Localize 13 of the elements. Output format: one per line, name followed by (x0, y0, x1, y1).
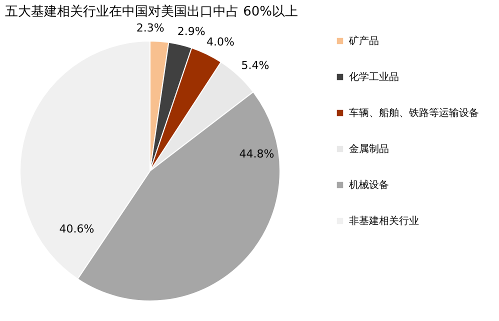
data-label: 40.6% (59, 222, 94, 236)
legend-label: 矿产品 (348, 35, 379, 47)
data-label: 5.4% (241, 59, 270, 72)
data-label: 44.8% (239, 148, 274, 161)
legend-label: 车辆、船舶、铁路等运输设备 (349, 107, 479, 119)
legend-label: 化学工业品 (349, 71, 399, 83)
data-label: 2.3% (136, 21, 164, 34)
data-label: 2.9% (177, 24, 206, 38)
legend-label: 金属制品 (349, 143, 389, 155)
legend-label: 非基建相关行业 (349, 215, 419, 227)
legend-label: 机械设备 (349, 179, 389, 191)
data-label: 4.0% (206, 35, 234, 48)
chart-title: 五大基建相关行业在中国对美国出口中占 60%以上 (5, 3, 298, 20)
